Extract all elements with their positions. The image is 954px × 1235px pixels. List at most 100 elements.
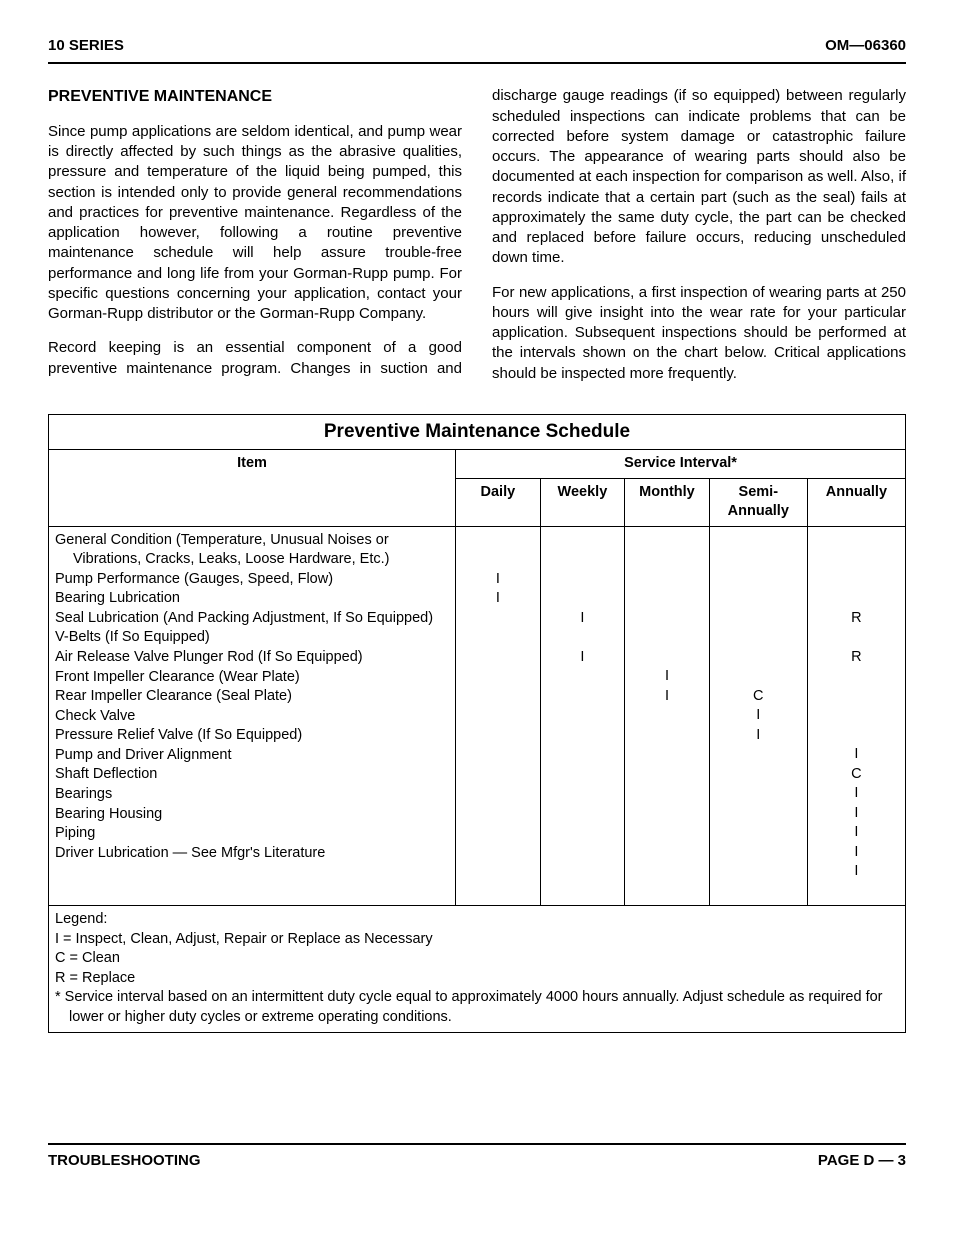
footer-right: PAGE D — 3 (818, 1151, 906, 1171)
legend-r: R = Replace (55, 969, 899, 989)
table-row-item: Bearing Lubrication (55, 589, 449, 609)
table-mark: I (814, 862, 899, 882)
table-row-item: Front Impeller Clearance (Wear Plate) (55, 668, 449, 688)
table-mark (462, 550, 534, 570)
table-mark (547, 765, 619, 785)
table-mark: C (716, 687, 801, 707)
table-mark (631, 804, 703, 824)
body-columns: PREVENTIVE MAINTENANCE Since pump applic… (48, 86, 906, 388)
table-mark: I (462, 589, 534, 609)
table-mark (547, 706, 619, 726)
table-mark (631, 648, 703, 668)
col-monthly: Monthly (625, 478, 710, 526)
table-mark (814, 726, 899, 746)
table-mark: I (462, 570, 534, 590)
table-mark: I (631, 687, 703, 707)
table-row-item: Bearing Housing (55, 805, 449, 825)
table-mark (462, 843, 534, 863)
table-mark (631, 628, 703, 648)
table-mark: I (814, 823, 899, 843)
marks-annually: R R ICIIIII (807, 526, 905, 906)
table-mark (462, 628, 534, 648)
table-mark (814, 550, 899, 570)
table-mark (462, 687, 534, 707)
table-mark (814, 667, 899, 687)
table-mark (462, 823, 534, 843)
table-mark (547, 823, 619, 843)
table-mark (547, 531, 619, 551)
table-mark (631, 589, 703, 609)
table-mark: I (631, 667, 703, 687)
table-mark: C (814, 765, 899, 785)
table-row-item: Bearings (55, 785, 449, 805)
footer-left: TROUBLESHOOTING (48, 1151, 201, 1171)
table-mark: I (716, 726, 801, 746)
table-mark: I (547, 609, 619, 629)
table-title: Preventive Maintenance Schedule (49, 415, 906, 450)
table-mark (631, 550, 703, 570)
table-mark (547, 843, 619, 863)
table-mark (716, 765, 801, 785)
table-row-item: Pump Performance (Gauges, Speed, Flow) (55, 570, 449, 590)
table-mark (716, 823, 801, 843)
marks-monthly: II (625, 526, 710, 906)
table-mark (631, 882, 703, 902)
table-mark (631, 862, 703, 882)
table-mark (462, 609, 534, 629)
table-mark (547, 862, 619, 882)
table-mark (462, 745, 534, 765)
table-body-row: General Condition (Temperature, Unusual … (49, 526, 906, 906)
table-mark (631, 823, 703, 843)
marks-weekly: I I (540, 526, 625, 906)
page-footer: TROUBLESHOOTING PAGE D — 3 (48, 1143, 906, 1171)
table-mark: I (814, 745, 899, 765)
section-title: PREVENTIVE MAINTENANCE (48, 86, 462, 108)
table-row-item: Piping (55, 824, 449, 844)
table-mark (462, 531, 534, 551)
table-mark (462, 765, 534, 785)
table-mark (814, 706, 899, 726)
table-mark (462, 726, 534, 746)
table-mark (716, 648, 801, 668)
table-mark (547, 745, 619, 765)
items-cell: General Condition (Temperature, Unusual … (49, 526, 456, 906)
table-mark (462, 706, 534, 726)
interval-header: Service Interval* (456, 449, 906, 478)
table-mark (547, 726, 619, 746)
table-mark: I (814, 784, 899, 804)
legend-cell: Legend: I = Inspect, Clean, Adjust, Repa… (49, 906, 906, 1032)
item-header: Item (49, 449, 456, 526)
table-mark (716, 882, 801, 902)
table-row-item: Check Valve (55, 707, 449, 727)
table-row-item: Pressure Relief Valve (If So Equipped) (55, 726, 449, 746)
marks-daily: II (456, 526, 541, 906)
page-header: 10 SERIES OM—06360 (48, 36, 906, 64)
table-mark (547, 687, 619, 707)
table-mark (631, 726, 703, 746)
table-mark (631, 609, 703, 629)
paragraph-1: Since pump applications are seldom ident… (48, 122, 462, 325)
table-mark: I (547, 648, 619, 668)
table-row-item: General Condition (Temperature, Unusual … (55, 531, 449, 570)
header-left: 10 SERIES (48, 36, 124, 56)
legend-title: Legend: (55, 910, 899, 930)
legend-i: I = Inspect, Clean, Adjust, Repair or Re… (55, 930, 899, 950)
table-mark (716, 531, 801, 551)
table-mark (716, 667, 801, 687)
table-mark (462, 667, 534, 687)
table-mark (716, 550, 801, 570)
table-mark (716, 784, 801, 804)
table-mark (716, 862, 801, 882)
table-mark (716, 804, 801, 824)
table-row-item: Rear Impeller Clearance (Seal Plate) (55, 687, 449, 707)
table-mark (547, 589, 619, 609)
table-mark (814, 589, 899, 609)
table-mark (716, 570, 801, 590)
table-mark (462, 648, 534, 668)
table-mark (631, 765, 703, 785)
table-mark (716, 745, 801, 765)
col-semi-annually: Semi-Annually (709, 478, 807, 526)
table-mark (814, 628, 899, 648)
table-mark (547, 570, 619, 590)
table-mark (631, 570, 703, 590)
